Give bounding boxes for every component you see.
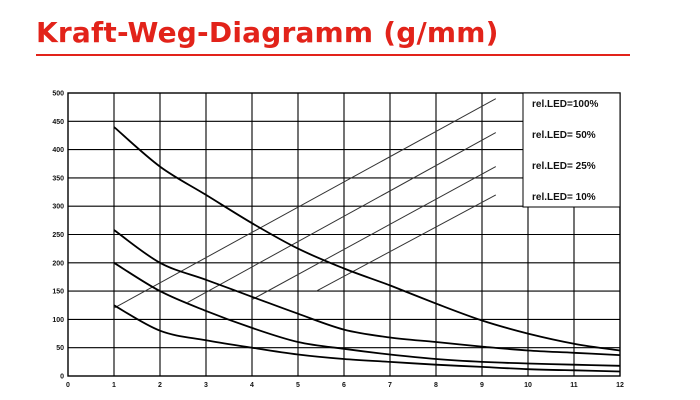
legend-entry: rel.LED= 25% [532,161,596,172]
y-tick-label: 300 [52,204,64,211]
x-tick-label: 3 [204,382,208,389]
rel-led-line [251,166,497,301]
force-curve [113,262,621,367]
x-tick-label: 9 [480,382,484,389]
rel-led-line [316,194,497,292]
y-tick-label: 100 [52,317,64,324]
legend-entry: rel.LED=100% [532,99,599,110]
force-curves [113,126,621,373]
x-tick-label: 4 [250,382,254,389]
y-tick-label: 350 [52,175,64,182]
rel-led-lines [113,98,497,309]
legend-box [522,92,621,208]
x-tick-label: 6 [342,382,346,389]
force-curve [113,304,621,373]
rel-led-line [113,98,497,309]
rel-led-line [187,132,497,303]
force-curve [113,126,621,352]
x-tick-label: 12 [616,382,624,389]
force-curve [113,229,621,356]
y-tick-label: 50 [56,345,64,352]
y-tick-label: 200 [52,260,64,267]
y-tick-label: 450 [52,119,64,126]
y-tick-label: 400 [52,147,64,154]
x-tick-label: 1 [112,382,116,389]
x-tick-label: 2 [158,382,162,389]
y-tick-label: 150 [52,289,64,296]
x-tick-label: 8 [434,382,438,389]
y-tick-label: 250 [52,232,64,239]
x-tick-label: 7 [388,382,392,389]
x-tick-label: 0 [66,382,70,389]
y-tick-label: 0 [60,374,64,381]
x-tick-label: 5 [296,382,300,389]
x-tick-label: 10 [524,382,532,389]
legend-entry: rel.LED= 50% [532,130,596,141]
legend-entry: rel.LED= 10% [532,192,596,203]
x-tick-label: 11 [570,382,578,389]
tick-labels: 0 1 2 3 4 5 6 7 8 9 10 11 12050100150200250300350400… [52,91,624,390]
legend: rel.LED=100% rel.LED= 50% rel.LED= 25% rel.… [522,92,621,208]
title-underline [36,54,630,56]
y-tick-label: 500 [52,91,64,98]
page-title: Kraft-Weg-Diagramm (g/mm) [36,16,499,49]
